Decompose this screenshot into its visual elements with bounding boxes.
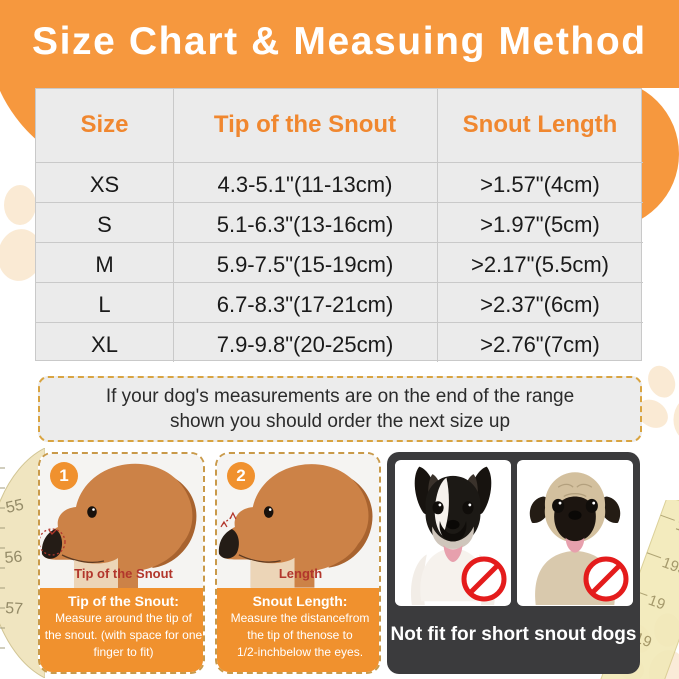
svg-text:55: 55 — [4, 497, 25, 517]
svg-text:56: 56 — [4, 548, 23, 566]
svg-text:57: 57 — [5, 600, 24, 618]
